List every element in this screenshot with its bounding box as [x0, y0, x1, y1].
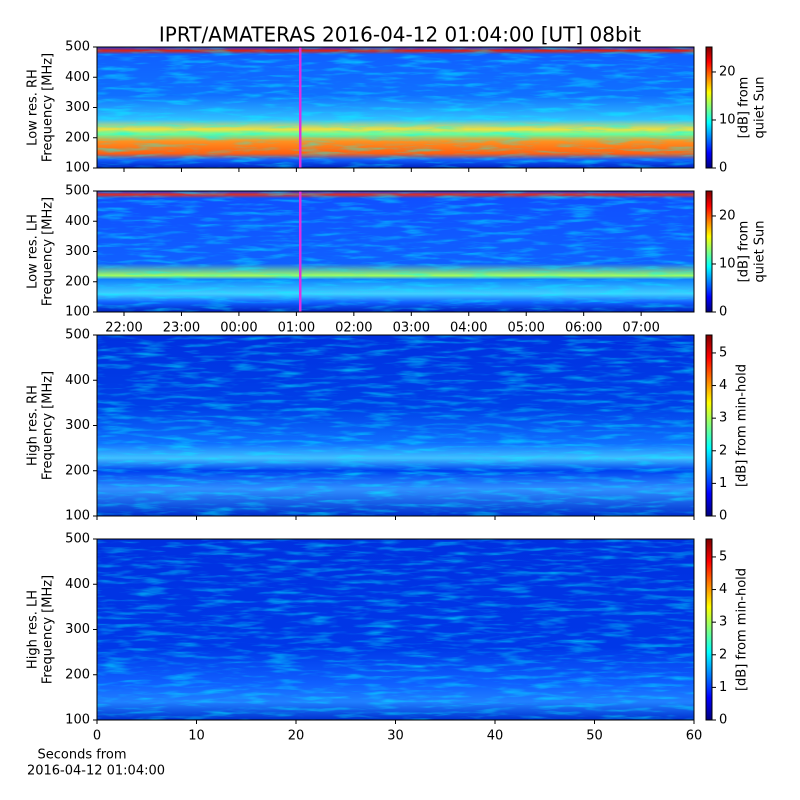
x-axis-label: 2016-04-12 01:04:00 — [27, 764, 165, 779]
colorbar-tick-label: 0 — [719, 509, 727, 524]
colorbar-label: quiet Sun — [753, 76, 768, 138]
colorbar — [705, 46, 713, 169]
y-axis-label: Low res. LH — [26, 214, 41, 289]
x-tick-label: 0 — [93, 729, 101, 744]
y-tick-label: 200 — [65, 274, 90, 289]
colorbar-tick-label: 10 — [719, 112, 736, 127]
x-tick-label: 00:00 — [220, 321, 257, 336]
colorbar-label: [dB] from min-hold — [735, 364, 750, 487]
x-tick-label: 04:00 — [450, 321, 487, 336]
spectrogram-texture — [97, 335, 694, 516]
y-axis-label: Frequency [MHz] — [41, 197, 56, 306]
y-tick-label: 300 — [65, 244, 90, 259]
y-axis-label: Frequency [MHz] — [41, 575, 56, 684]
y-tick-label: 300 — [65, 622, 90, 637]
y-axis-label: High res. RH — [26, 385, 41, 466]
colorbar-tick-label: 20 — [719, 208, 736, 223]
y-tick-label: 500 — [65, 532, 90, 547]
colorbar-tick-label: 5 — [719, 549, 727, 564]
y-tick-label: 500 — [65, 184, 90, 199]
x-tick-label: 02:00 — [335, 321, 372, 336]
colorbar-tick-label: 2 — [719, 443, 727, 458]
colorbar-tick-label: 0 — [719, 161, 727, 176]
spectrogram-texture — [97, 191, 694, 312]
y-tick-label: 100 — [65, 509, 90, 524]
colorbar-tick-label: 4 — [719, 378, 727, 393]
y-tick-label: 400 — [65, 70, 90, 85]
y-axis-label: Frequency [MHz] — [41, 53, 56, 162]
x-tick-label: 07:00 — [622, 321, 659, 336]
colorbar-tick-label: 10 — [719, 256, 736, 271]
y-tick-label: 500 — [65, 328, 90, 343]
y-tick-label: 200 — [65, 463, 90, 478]
spectrogram-texture — [97, 539, 694, 720]
spectrogram-texture — [97, 47, 694, 168]
colorbar-tick-label: 4 — [719, 582, 727, 597]
x-tick-label: 10 — [188, 729, 205, 744]
colorbar-tick-label: 0 — [719, 305, 727, 320]
y-tick-label: 400 — [65, 373, 90, 388]
colorbar-label: quiet Sun — [753, 220, 768, 282]
colorbar-tick-label: 3 — [719, 615, 727, 630]
x-tick-label: 20 — [288, 729, 305, 744]
x-tick-label: 40 — [487, 729, 504, 744]
y-tick-label: 200 — [65, 667, 90, 682]
x-tick-label: 22:00 — [105, 321, 142, 336]
colorbar-label: [dB] from — [737, 77, 752, 139]
x-tick-label: 01:00 — [278, 321, 315, 336]
y-tick-label: 400 — [65, 214, 90, 229]
x-tick-label: 50 — [586, 729, 603, 744]
y-axis-label: High res. LH — [26, 590, 41, 669]
title: IPRT/AMATERAS 2016-04-12 01:04:00 [UT] 0… — [159, 23, 641, 47]
colorbar-tick-label: 2 — [719, 647, 727, 662]
y-tick-label: 400 — [65, 577, 90, 592]
y-axis-label: Low res. RH — [26, 69, 41, 146]
colorbar-tick-label: 5 — [719, 345, 727, 360]
x-tick-label: 05:00 — [507, 321, 544, 336]
y-tick-label: 200 — [65, 130, 90, 145]
y-tick-label: 500 — [65, 40, 90, 55]
x-tick-label: 06:00 — [565, 321, 602, 336]
y-tick-label: 100 — [65, 161, 90, 176]
x-tick-label: 03:00 — [393, 321, 430, 336]
colorbar-label: [dB] from min-hold — [735, 568, 750, 691]
x-tick-label: 30 — [387, 729, 404, 744]
x-axis-label: Seconds from — [37, 748, 126, 763]
colorbar-label: [dB] from — [737, 221, 752, 283]
y-tick-label: 300 — [65, 418, 90, 433]
colorbar — [705, 538, 713, 721]
colorbar-tick-label: 1 — [719, 680, 727, 695]
y-tick-label: 100 — [65, 305, 90, 320]
y-tick-label: 100 — [65, 713, 90, 728]
colorbar — [705, 190, 713, 313]
x-tick-label: 23:00 — [163, 321, 200, 336]
y-axis-label: Frequency [MHz] — [41, 371, 56, 480]
colorbar — [705, 334, 713, 517]
colorbar-tick-label: 3 — [719, 411, 727, 426]
colorbar-tick-label: 20 — [719, 64, 736, 79]
colorbar-tick-label: 1 — [719, 476, 727, 491]
x-tick-label: 60 — [686, 729, 703, 744]
y-tick-label: 300 — [65, 100, 90, 115]
colorbar-tick-label: 0 — [719, 713, 727, 728]
